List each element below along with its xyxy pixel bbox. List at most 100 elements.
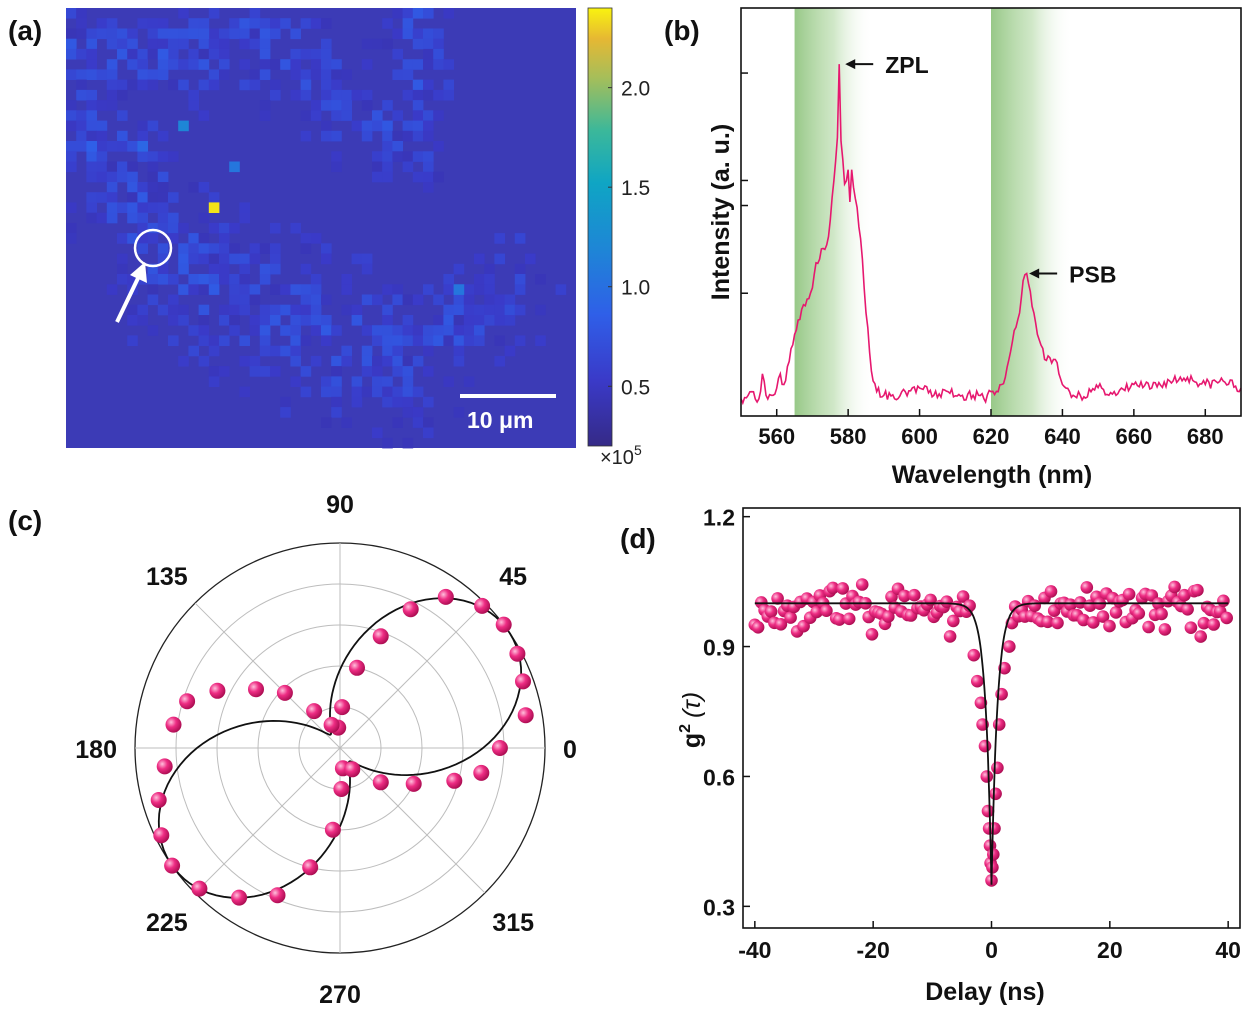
map-pixel (259, 100, 271, 111)
map-pixel (402, 386, 414, 398)
map-pixel (147, 18, 159, 29)
map-pixel (433, 48, 444, 60)
polar-data-point (473, 764, 490, 781)
map-pixel (127, 48, 138, 60)
map-pixel (259, 366, 271, 377)
map-pixel (351, 396, 363, 408)
map-pixel (433, 38, 444, 50)
map-pixel (382, 284, 393, 295)
map-pixel (382, 437, 393, 449)
map-pixel (219, 304, 230, 316)
map-pixel (484, 263, 495, 275)
map-pixel (106, 69, 118, 80)
polar-data-point (153, 827, 170, 844)
map-pixel (168, 28, 179, 40)
map-pixel (137, 130, 148, 142)
map-pixel (219, 253, 230, 265)
map-pixel (392, 48, 403, 60)
map-pixel (463, 294, 475, 306)
map-pixel (147, 38, 159, 50)
map-pixel (392, 325, 403, 336)
map-pixel (198, 335, 210, 346)
map-pixel (423, 161, 434, 173)
map-pixel (259, 28, 271, 40)
map-pixel (96, 141, 108, 152)
map-pixel (351, 304, 363, 316)
g2-data-point (947, 614, 960, 628)
map-pixel (361, 89, 373, 101)
map-pixel (372, 171, 383, 183)
g2-data-point (987, 848, 1000, 861)
map-pixel (290, 28, 301, 40)
map-pixel (157, 304, 169, 316)
map-pixel (157, 263, 169, 275)
map-pixel (198, 110, 210, 121)
map-pixel (188, 59, 199, 70)
map-pixel (208, 48, 220, 60)
polar-angle-label: 270 (319, 981, 361, 1009)
map-pixel (372, 38, 383, 50)
map-pixel (259, 304, 271, 316)
map-pixel (259, 48, 271, 60)
map-pixel (208, 8, 220, 19)
map-pixel (86, 69, 97, 80)
map-pixel (270, 79, 281, 91)
map-pixel (178, 284, 189, 295)
map-pixel (137, 304, 148, 316)
map-pixel (96, 28, 108, 40)
map-pixel (453, 407, 465, 418)
map-pixel (127, 315, 138, 326)
map-pixel (321, 243, 332, 254)
g2-data-point (836, 582, 849, 595)
map-pixel (372, 325, 383, 336)
map-pixel (443, 79, 454, 91)
map-pixel (402, 161, 414, 173)
map-pixel (494, 315, 505, 326)
spectrum-x-tick-label: 680 (1187, 424, 1224, 449)
map-pixel (382, 171, 393, 183)
g2-data-point (797, 619, 810, 633)
map-pixel (198, 18, 210, 29)
map-pixel (188, 243, 199, 254)
panel-label-a: (a) (8, 15, 42, 46)
g2-data-point (751, 621, 765, 634)
map-pixel (157, 151, 169, 162)
map-pixel (168, 192, 179, 203)
map-pixel (208, 345, 220, 357)
map-pixel (76, 89, 87, 101)
map-pixel (331, 79, 342, 91)
map-pixel (453, 355, 465, 367)
map-pixel (392, 69, 403, 80)
map-pixel (270, 59, 281, 70)
map-pixel (310, 284, 322, 295)
map-pixel (361, 253, 373, 265)
map-pixel (178, 28, 189, 40)
map-pixel (270, 304, 281, 316)
map-pixel (239, 304, 250, 316)
map-pixel (443, 376, 454, 387)
map-pixel (76, 69, 87, 80)
polar-angle-label: 180 (75, 736, 117, 764)
map-pixel (402, 294, 414, 306)
map-pixel (300, 386, 312, 398)
map-pixel (423, 110, 434, 121)
map-pixel (300, 315, 312, 326)
map-pixel (525, 253, 536, 265)
map-pixel (239, 79, 250, 91)
colorbar-tick-label: 1.5 (621, 177, 650, 200)
map-pixel (127, 212, 138, 224)
map-pixel (474, 284, 485, 295)
map-pixel (229, 325, 240, 336)
map-pixel (341, 89, 352, 101)
map-pixel (423, 417, 434, 428)
g2-data-point (940, 595, 954, 608)
g2-x-tick-label: 40 (1215, 937, 1241, 963)
map-pixel (127, 38, 138, 50)
map-pixel (249, 28, 261, 40)
map-pixel (331, 130, 342, 142)
map-pixel (402, 325, 414, 336)
map-pixel (168, 294, 179, 306)
map-pixel (412, 28, 424, 40)
map-pixel (300, 243, 312, 254)
